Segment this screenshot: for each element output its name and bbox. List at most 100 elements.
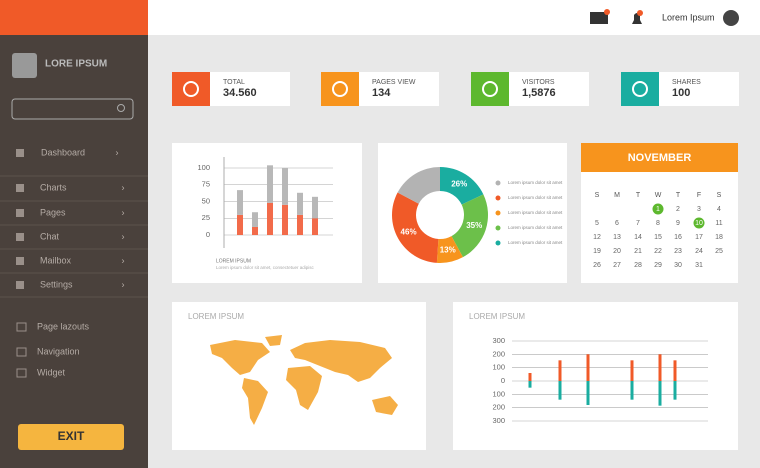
day[interactable]: 18: [715, 234, 723, 241]
day[interactable]: 11: [715, 220, 722, 227]
day[interactable]: 1: [656, 206, 660, 213]
bar: [658, 354, 662, 381]
day[interactable]: 20: [613, 248, 621, 255]
day[interactable]: 2: [676, 206, 680, 213]
day[interactable]: 9: [676, 220, 680, 227]
day[interactable]: 7: [636, 220, 640, 227]
bar: [658, 381, 662, 406]
day[interactable]: 15: [654, 234, 662, 241]
day[interactable]: 26: [593, 262, 601, 269]
stat-label: VISITORS: [522, 79, 555, 86]
y-tick-label: 75: [202, 180, 210, 189]
stat-icon: [471, 72, 509, 106]
world-map: [210, 335, 398, 425]
y-tick-label: 200: [492, 349, 505, 358]
donut-slice: [397, 167, 440, 204]
weekday: M: [614, 192, 620, 199]
avatar[interactable]: [723, 10, 739, 26]
day[interactable]: 10: [695, 220, 703, 227]
day[interactable]: 17: [695, 234, 703, 241]
bar: [267, 202, 273, 235]
menu-item[interactable]: Mailbox: [40, 255, 72, 265]
day[interactable]: 30: [674, 262, 682, 269]
day[interactable]: 23: [674, 248, 682, 255]
menu-item[interactable]: Chat: [40, 231, 60, 241]
weekday: F: [697, 192, 701, 199]
bar: [282, 204, 288, 235]
day[interactable]: 29: [654, 262, 662, 269]
bell-badge: [637, 10, 643, 16]
bar: [252, 212, 258, 227]
stat-label: SHARES: [672, 79, 701, 86]
menu-item[interactable]: Settings: [40, 279, 73, 289]
donut-label: 46%: [401, 228, 417, 237]
legend-text: Lorem ipsum dolor sit amet: [508, 210, 563, 215]
day[interactable]: 28: [634, 262, 642, 269]
mail-icon[interactable]: [590, 12, 608, 24]
day[interactable]: 13: [613, 234, 621, 241]
legend-dot: [495, 225, 501, 231]
search-icon: [117, 104, 125, 112]
logo-bar: [0, 0, 148, 35]
day[interactable]: 14: [634, 234, 642, 241]
day[interactable]: 27: [613, 262, 621, 269]
stat-value: 34.560: [223, 87, 257, 99]
menu-item[interactable]: Dashboard: [41, 147, 85, 157]
donut-label: 26%: [451, 180, 467, 189]
day[interactable]: 22: [654, 248, 662, 255]
y-tick-label: 100: [197, 163, 210, 172]
stat-value: 134: [372, 87, 391, 99]
calendar-month: NOVEMBER: [628, 152, 692, 164]
bar-subcaption: Lorem ipsum dolor sit amet, consectetuer…: [216, 265, 315, 270]
y-tick-label: 50: [202, 196, 210, 205]
donut-label: 13%: [440, 245, 456, 254]
australia: [372, 396, 398, 415]
search-box[interactable]: [11, 98, 134, 120]
y-tick-label: 25: [202, 213, 210, 222]
day[interactable]: 5: [595, 220, 599, 227]
donut-slice: [451, 194, 489, 258]
menu-item[interactable]: Charts: [40, 182, 67, 192]
menu-arrow: ›: [122, 255, 125, 265]
exit-button[interactable]: [18, 424, 124, 450]
day[interactable]: 8: [656, 220, 660, 227]
calendar-header: [581, 143, 738, 172]
exit-label[interactable]: EXIT: [58, 429, 85, 443]
day[interactable]: 6: [615, 220, 619, 227]
day[interactable]: 12: [593, 234, 601, 241]
sidebar-link[interactable]: Widget: [37, 367, 66, 377]
menu-arrow: ›: [116, 147, 119, 157]
topbar: [148, 0, 760, 35]
legend-dot: [495, 210, 501, 216]
donut-slice: [440, 167, 484, 205]
day[interactable]: 4: [717, 206, 721, 213]
link-icon: [16, 322, 27, 332]
menu-arrow: ›: [122, 231, 125, 241]
bar-caption: LOREM IPSUM: [216, 258, 251, 264]
user-name[interactable]: Lorem Ipsum: [662, 12, 715, 22]
stat-value: 1,5876: [522, 87, 556, 99]
day[interactable]: 21: [634, 248, 642, 255]
day[interactable]: 25: [715, 248, 723, 255]
legend-text: Lorem ipsum dolor sit amet: [508, 180, 563, 185]
stat-icon-glyph: [632, 81, 648, 97]
menu-icon: [16, 257, 24, 265]
bar: [673, 360, 677, 381]
bar: [528, 373, 532, 381]
bar: [312, 218, 318, 235]
menu-arrow: ›: [122, 207, 125, 217]
day[interactable]: 19: [593, 248, 601, 255]
menu-item[interactable]: Pages: [40, 207, 66, 217]
sidebar-link[interactable]: Page lazouts: [37, 321, 90, 331]
bottom-chart-card: [453, 302, 738, 450]
day[interactable]: 31: [695, 262, 703, 269]
day[interactable]: 24: [695, 248, 703, 255]
donut-label: 35%: [466, 221, 482, 230]
day[interactable]: 3: [697, 206, 701, 213]
day[interactable]: 16: [674, 234, 682, 241]
sidebar-link[interactable]: Navigation: [37, 346, 80, 356]
bar: [558, 360, 562, 381]
menu-icon: [16, 209, 24, 217]
